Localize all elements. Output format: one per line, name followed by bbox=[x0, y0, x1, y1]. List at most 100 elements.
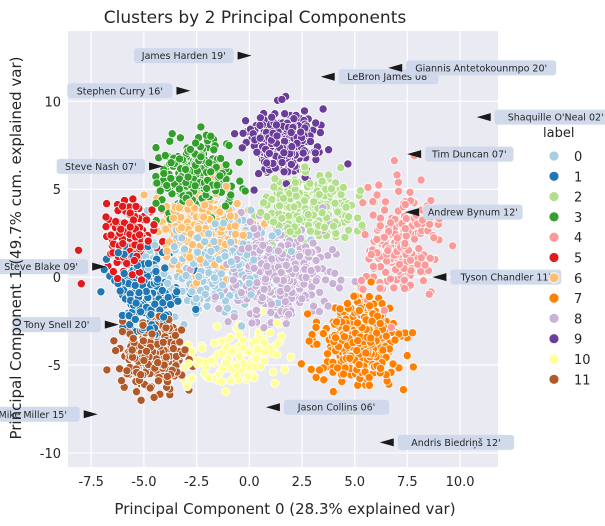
point-cluster-10 bbox=[272, 349, 282, 359]
annotation-arrow bbox=[92, 262, 107, 271]
point-cluster-3 bbox=[181, 164, 191, 174]
point-cluster-7 bbox=[328, 387, 338, 397]
point-cluster-8 bbox=[336, 275, 346, 285]
legend-title: label bbox=[543, 126, 574, 141]
legend-marker-10 bbox=[548, 353, 560, 365]
point-cluster-9 bbox=[271, 120, 281, 130]
annotation-box bbox=[425, 146, 514, 162]
point-cluster-4 bbox=[375, 221, 385, 231]
point-cluster-7 bbox=[367, 316, 377, 326]
point-cluster-8 bbox=[327, 245, 337, 255]
point-cluster-2 bbox=[326, 184, 336, 194]
point-cluster-0 bbox=[193, 233, 203, 243]
point-cluster-4 bbox=[356, 275, 366, 285]
point-cluster-3 bbox=[206, 167, 216, 177]
point-cluster-3 bbox=[224, 140, 234, 150]
point-cluster-8 bbox=[315, 287, 325, 297]
point-cluster-8 bbox=[294, 251, 304, 261]
point-cluster-11 bbox=[138, 320, 148, 330]
point-cluster-4 bbox=[372, 234, 382, 244]
point-cluster-4 bbox=[383, 246, 393, 256]
point-cluster-7 bbox=[312, 339, 322, 349]
point-cluster-2 bbox=[256, 207, 266, 217]
legend-marker-9 bbox=[548, 333, 560, 345]
point-cluster-0 bbox=[246, 205, 256, 215]
point-cluster-5 bbox=[147, 205, 157, 215]
point-cluster-6 bbox=[185, 252, 195, 262]
point-cluster-3 bbox=[167, 129, 177, 139]
point-cluster-10 bbox=[270, 378, 280, 388]
point-cluster-8 bbox=[303, 247, 313, 257]
point-cluster-10 bbox=[260, 347, 270, 357]
point-cluster-5 bbox=[101, 222, 111, 232]
point-cluster-8 bbox=[281, 260, 291, 270]
point-cluster-2 bbox=[268, 217, 278, 227]
point-cluster-6 bbox=[193, 224, 203, 234]
y-tick-label: -10 bbox=[40, 447, 61, 462]
legend-marker-7 bbox=[548, 292, 560, 304]
point-cluster-7 bbox=[361, 348, 371, 358]
point-cluster-2 bbox=[355, 186, 365, 196]
x-axis-ticks: -7.5 -5.0 -2.5 0.0 2.5 5.0 7.5 10.0 bbox=[78, 475, 474, 490]
point-cluster-8 bbox=[249, 263, 259, 273]
point-cluster-4 bbox=[392, 170, 402, 180]
point-cluster-8 bbox=[328, 279, 338, 289]
point-cluster-11 bbox=[161, 323, 171, 333]
y-axis-ticks: -10 -5 0 5 10 bbox=[40, 95, 61, 462]
point-cluster-3 bbox=[151, 143, 161, 153]
point-cluster-10 bbox=[206, 356, 216, 366]
point-cluster-11 bbox=[141, 346, 151, 356]
point-cluster-3 bbox=[196, 122, 206, 132]
point-cluster-0 bbox=[191, 293, 201, 303]
point-cluster-0 bbox=[244, 278, 254, 288]
legend-label-1: 1 bbox=[574, 170, 582, 185]
point-cluster-3 bbox=[183, 172, 193, 182]
point-cluster-0 bbox=[163, 278, 173, 288]
point-cluster-5 bbox=[143, 236, 153, 246]
point-cluster-8 bbox=[229, 312, 239, 322]
point-cluster-1 bbox=[173, 296, 183, 306]
point-cluster-2 bbox=[328, 221, 338, 231]
point-cluster-11 bbox=[115, 364, 125, 374]
point-cluster-5 bbox=[142, 215, 152, 225]
point-cluster-11 bbox=[117, 376, 127, 386]
point-cluster-4 bbox=[360, 230, 370, 240]
annotation-box bbox=[494, 109, 605, 125]
x-tick-label: 5.0 bbox=[344, 475, 365, 490]
point-cluster-10 bbox=[221, 358, 231, 368]
point-cluster-4 bbox=[393, 177, 403, 187]
point-cluster-9 bbox=[237, 143, 247, 153]
point-cluster-4 bbox=[405, 255, 415, 265]
point-cluster-9 bbox=[252, 147, 262, 157]
annotation-label: Tony Snell 20' bbox=[23, 320, 90, 331]
point-cluster-5 bbox=[76, 279, 86, 289]
point-cluster-5 bbox=[74, 245, 84, 255]
point-cluster-9 bbox=[230, 129, 240, 139]
y-tick-label: -5 bbox=[48, 359, 61, 374]
annotation: Steve Nash 07' bbox=[56, 158, 164, 174]
point-cluster-2 bbox=[285, 227, 295, 237]
point-cluster-0 bbox=[210, 219, 220, 229]
point-cluster-4 bbox=[416, 175, 426, 185]
point-cluster-4 bbox=[366, 250, 376, 260]
point-cluster-6 bbox=[232, 198, 242, 208]
point-cluster-1 bbox=[172, 287, 182, 297]
annotation-arrow bbox=[176, 86, 191, 95]
point-cluster-4 bbox=[374, 180, 384, 190]
point-cluster-8 bbox=[306, 266, 316, 276]
legend-label-4: 4 bbox=[574, 231, 582, 246]
point-cluster-10 bbox=[280, 365, 290, 375]
point-cluster-0 bbox=[218, 280, 228, 290]
point-cluster-4 bbox=[394, 259, 404, 269]
point-cluster-3 bbox=[209, 145, 219, 155]
point-cluster-7 bbox=[402, 351, 412, 361]
annotation-arrow bbox=[388, 63, 403, 72]
point-cluster-8 bbox=[266, 307, 276, 317]
point-cluster-2 bbox=[309, 197, 319, 207]
point-cluster-3 bbox=[151, 198, 161, 208]
point-cluster-0 bbox=[209, 273, 219, 283]
annotation: Giannis Antetokounmpo 20' bbox=[388, 60, 557, 76]
point-cluster-8 bbox=[228, 275, 238, 285]
point-cluster-4 bbox=[414, 243, 424, 253]
annotation-label: Steve Nash 07' bbox=[65, 162, 137, 173]
